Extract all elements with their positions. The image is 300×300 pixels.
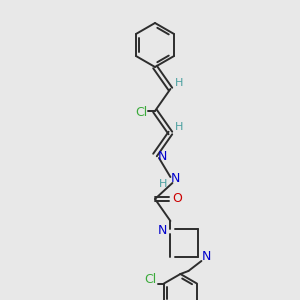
Text: H: H	[175, 78, 184, 88]
Text: Cl: Cl	[144, 273, 156, 286]
Text: N: N	[171, 172, 180, 185]
Text: O: O	[172, 193, 182, 206]
Text: H: H	[159, 179, 168, 189]
Text: N: N	[202, 250, 211, 263]
Text: N: N	[158, 224, 167, 238]
Text: H: H	[175, 122, 184, 132]
Text: N: N	[157, 149, 167, 163]
Text: Cl: Cl	[135, 106, 147, 119]
